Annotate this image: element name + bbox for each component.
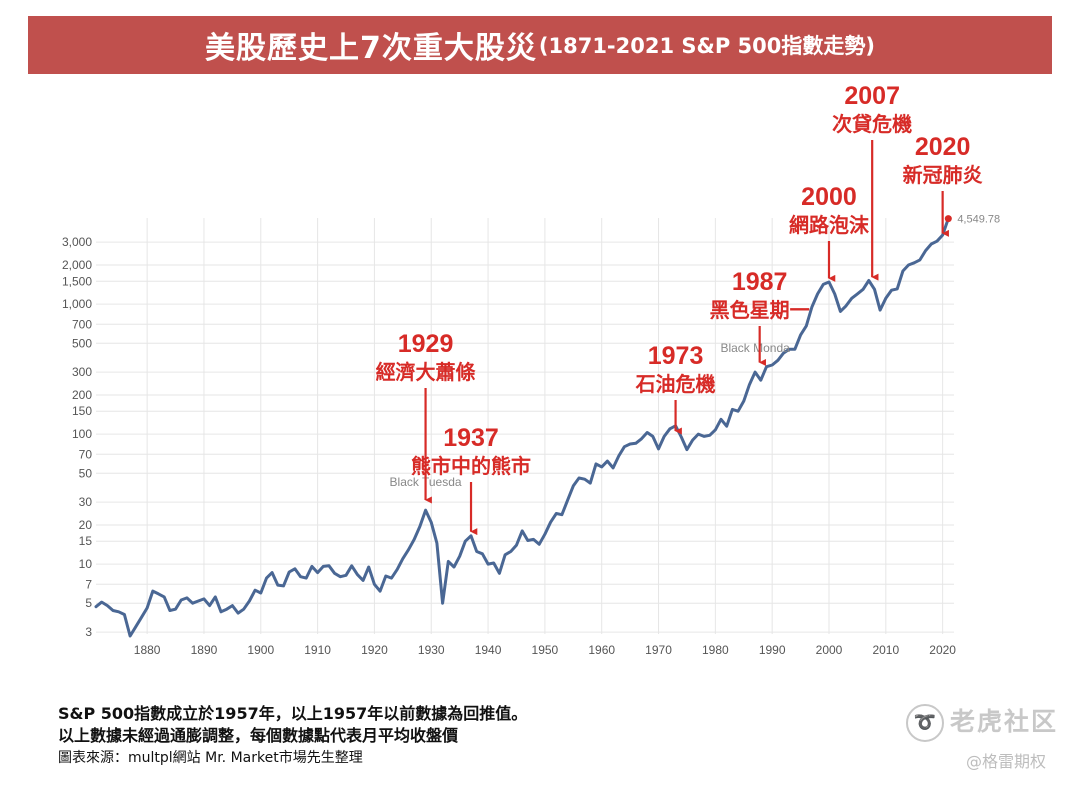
event-label: 經濟大蕭條 <box>376 360 476 384</box>
y-tick-label: 30 <box>79 495 93 509</box>
y-tick-label: 200 <box>72 388 92 402</box>
last-value-dot <box>944 215 952 223</box>
x-gridlines <box>146 218 944 634</box>
footnotes: S&P 500指數成立於1957年，以上1957年以前數據為回推值。 以上數據未… <box>58 703 527 769</box>
y-tick-label: 700 <box>72 317 92 331</box>
x-tick-label: 1980 <box>702 643 729 657</box>
chart-note: Black Monda <box>720 341 790 355</box>
x-tick-label: 1880 <box>134 643 161 657</box>
sp500-series-line <box>94 217 950 638</box>
event-label: 熊市中的熊市 <box>411 454 531 478</box>
y-tick-label: 50 <box>79 466 93 480</box>
y-tick-label: 10 <box>79 557 93 571</box>
event-year: 1937 <box>443 424 499 452</box>
y-gridlines <box>96 241 954 633</box>
y-tick-label: 300 <box>72 365 92 379</box>
last-value-marker: 4,549.78 <box>944 214 1000 226</box>
y-tick-label: 3,000 <box>62 235 92 249</box>
watermark: ➰ 老虎社区 @格雷期权 <box>906 700 1066 780</box>
y-tick-label: 3 <box>85 625 92 639</box>
x-tick-label: 1920 <box>361 643 388 657</box>
crash-annotations: 1929經濟大蕭條1937熊市中的熊市1973石油危機1987黑色星期一2000… <box>376 82 983 536</box>
x-tick-label: 1970 <box>645 643 672 657</box>
y-tick-label: 5 <box>85 596 92 610</box>
event-label: 網路泡沫 <box>789 213 870 237</box>
y-tick-label: 1,500 <box>62 274 92 288</box>
watermark-handle: @格雷期权 <box>966 752 1047 771</box>
y-axis-ticks: 3 5 7 10 15 20 30 50 70 100 150 200 300 500 700 1,000 1,… <box>62 235 92 639</box>
sp500-log-chart: 3 5 7 10 15 20 30 50 70 100 150 200 300 500 700 1,000 1,… <box>62 82 1000 657</box>
x-tick-label: 1930 <box>418 643 445 657</box>
event-label: 石油危機 <box>635 372 716 396</box>
title-banner: 美股歷史上7次重大股災 (1871-2021 S&P 500指數走勢) <box>28 16 1052 74</box>
watermark-text: 老虎社区 <box>950 707 1059 736</box>
event-label: 黑色星期一 <box>710 298 810 322</box>
event-year: 2020 <box>915 133 971 161</box>
event-year: 2007 <box>844 82 900 110</box>
y-tick-label: 70 <box>79 447 93 461</box>
y-tick-label: 150 <box>72 404 92 418</box>
y-tick-label: 1,000 <box>62 297 92 311</box>
y-tick-label: 15 <box>79 534 93 548</box>
last-value-label: 4,549.78 <box>957 214 1000 226</box>
x-tick-label: 2010 <box>872 643 899 657</box>
source-credit: 圖表來源：multpl網站 Mr. Market市場先生整理 <box>58 750 363 766</box>
event-year: 2000 <box>801 183 857 211</box>
footnote-index-origin: S&P 500指數成立於1957年，以上1957年以前數據為回推值。 <box>58 704 528 723</box>
x-tick-label: 1950 <box>532 643 559 657</box>
event-year: 1929 <box>398 330 454 358</box>
event-label: 新冠肺炎 <box>903 163 983 187</box>
x-tick-label: 1900 <box>247 643 274 657</box>
x-tick-label: 1960 <box>588 643 615 657</box>
footnote-inflation: 以上數據未經過通膨調整，每個數據點代表月平均收盤價 <box>58 726 459 745</box>
chart-subtitle: (1871-2021 S&P 500指數走勢) <box>538 34 875 58</box>
x-tick-label: 1910 <box>304 643 331 657</box>
event-label: 次貸危機 <box>832 112 912 136</box>
event-year: 1973 <box>648 342 704 370</box>
chart-title: 美股歷史上7次重大股災 <box>205 31 537 66</box>
y-tick-label: 7 <box>85 577 92 591</box>
y-tick-label: 100 <box>72 427 92 441</box>
y-tick-label: 2,000 <box>62 258 92 272</box>
x-tick-label: 2000 <box>816 643 843 657</box>
x-tick-label: 1890 <box>191 643 218 657</box>
event-year: 1987 <box>732 268 788 296</box>
x-tick-label: 1940 <box>475 643 502 657</box>
tiger-logo-icon: ➰ <box>906 704 944 742</box>
y-tick-label: 20 <box>79 518 93 532</box>
x-tick-label: 2020 <box>929 643 956 657</box>
x-tick-label: 1990 <box>759 643 786 657</box>
x-axis-ticks: 1880 1890 1900 1910 1920 1930 1940 1950 1960 1970… <box>134 643 957 657</box>
y-tick-label: 500 <box>72 336 92 350</box>
